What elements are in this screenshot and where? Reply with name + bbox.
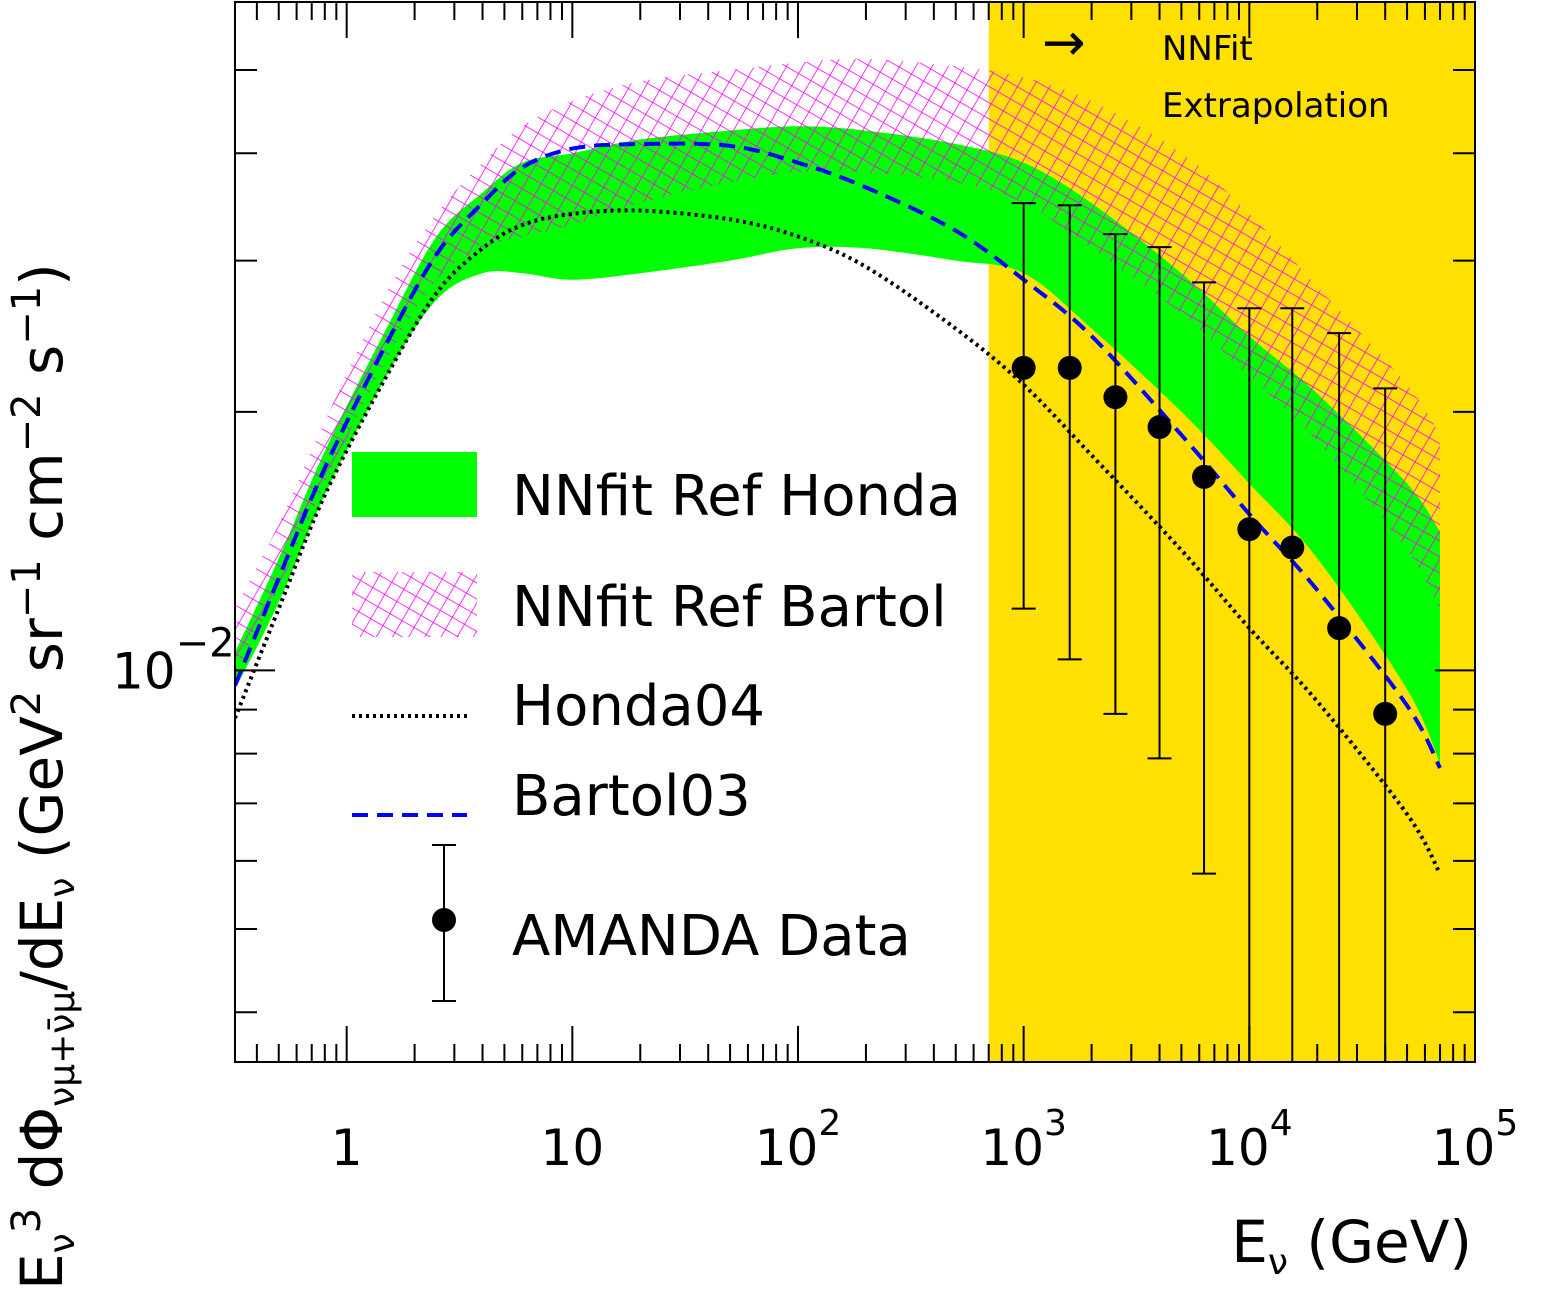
legend-swatch-honda-band <box>352 452 477 517</box>
legend-label-honda-band: NNfit Ref Honda <box>512 464 961 529</box>
amanda-point <box>1373 387 1398 1062</box>
legend: NNfit Ref Honda NNfit Ref Bartol Honda04… <box>352 452 961 1002</box>
x-tick-label: 103 <box>980 1103 1067 1177</box>
amanda-marker <box>1280 535 1305 560</box>
x-tick-label: 104 <box>1206 1103 1293 1177</box>
amanda-marker <box>1147 415 1172 440</box>
extrapolation-annotation: → NNFit Extrapolation <box>1042 13 1390 126</box>
amanda-marker <box>1192 464 1217 489</box>
x-tick-label: 10 <box>541 1119 605 1177</box>
legend-swatch-amanda <box>432 844 456 1002</box>
amanda-point <box>1280 307 1305 1062</box>
y-tick-label: 10−2 <box>112 620 235 700</box>
legend-label-bartol-band: NNfit Ref Bartol <box>512 575 947 640</box>
amanda-marker <box>1373 701 1398 726</box>
plot-frame <box>234 1 1476 1063</box>
series-honda-band <box>235 126 1440 764</box>
amanda-marker <box>1057 355 1082 380</box>
amanda-point <box>1103 233 1128 715</box>
axis-ticks <box>235 1 1476 1062</box>
annotation-line1: NNFit <box>1162 29 1253 69</box>
amanda-marker <box>1237 517 1262 542</box>
amanda-point <box>1327 332 1352 1062</box>
plot-area <box>235 58 1442 1062</box>
legend-label-amanda: AMANDA Data <box>512 904 911 969</box>
y-axis-title: Eν3 dΦνμ+ν̄μ/dEν (GeV2 sr−1 cm−2 s−1) <box>4 263 83 1290</box>
legend-swatch-bartol-band <box>352 572 477 637</box>
x-tick-label: 102 <box>755 1103 842 1177</box>
amanda-marker <box>1103 385 1128 410</box>
tick-labels: 1 10 102 103 104 105 10−2 <box>112 620 1518 1177</box>
annotation-line2: Extrapolation <box>1162 86 1390 126</box>
extrapolation-arrow-icon: → <box>1042 13 1086 73</box>
amanda-point <box>1147 246 1172 760</box>
amanda-point <box>1057 204 1082 661</box>
legend-label-bartol03: Bartol03 <box>512 764 751 829</box>
series-bartol-band <box>235 58 1440 678</box>
x-tick-label: 1 <box>331 1119 363 1177</box>
amanda-point <box>1192 281 1217 875</box>
amanda-marker <box>1327 616 1352 641</box>
amanda-marker <box>1011 355 1036 380</box>
amanda-point <box>1011 202 1036 610</box>
x-tick-label: 105 <box>1432 1103 1519 1177</box>
amanda-point <box>1237 307 1262 1062</box>
legend-label-honda04: Honda04 <box>512 674 765 739</box>
x-axis-title: Eν (GeV) <box>1231 1208 1472 1283</box>
